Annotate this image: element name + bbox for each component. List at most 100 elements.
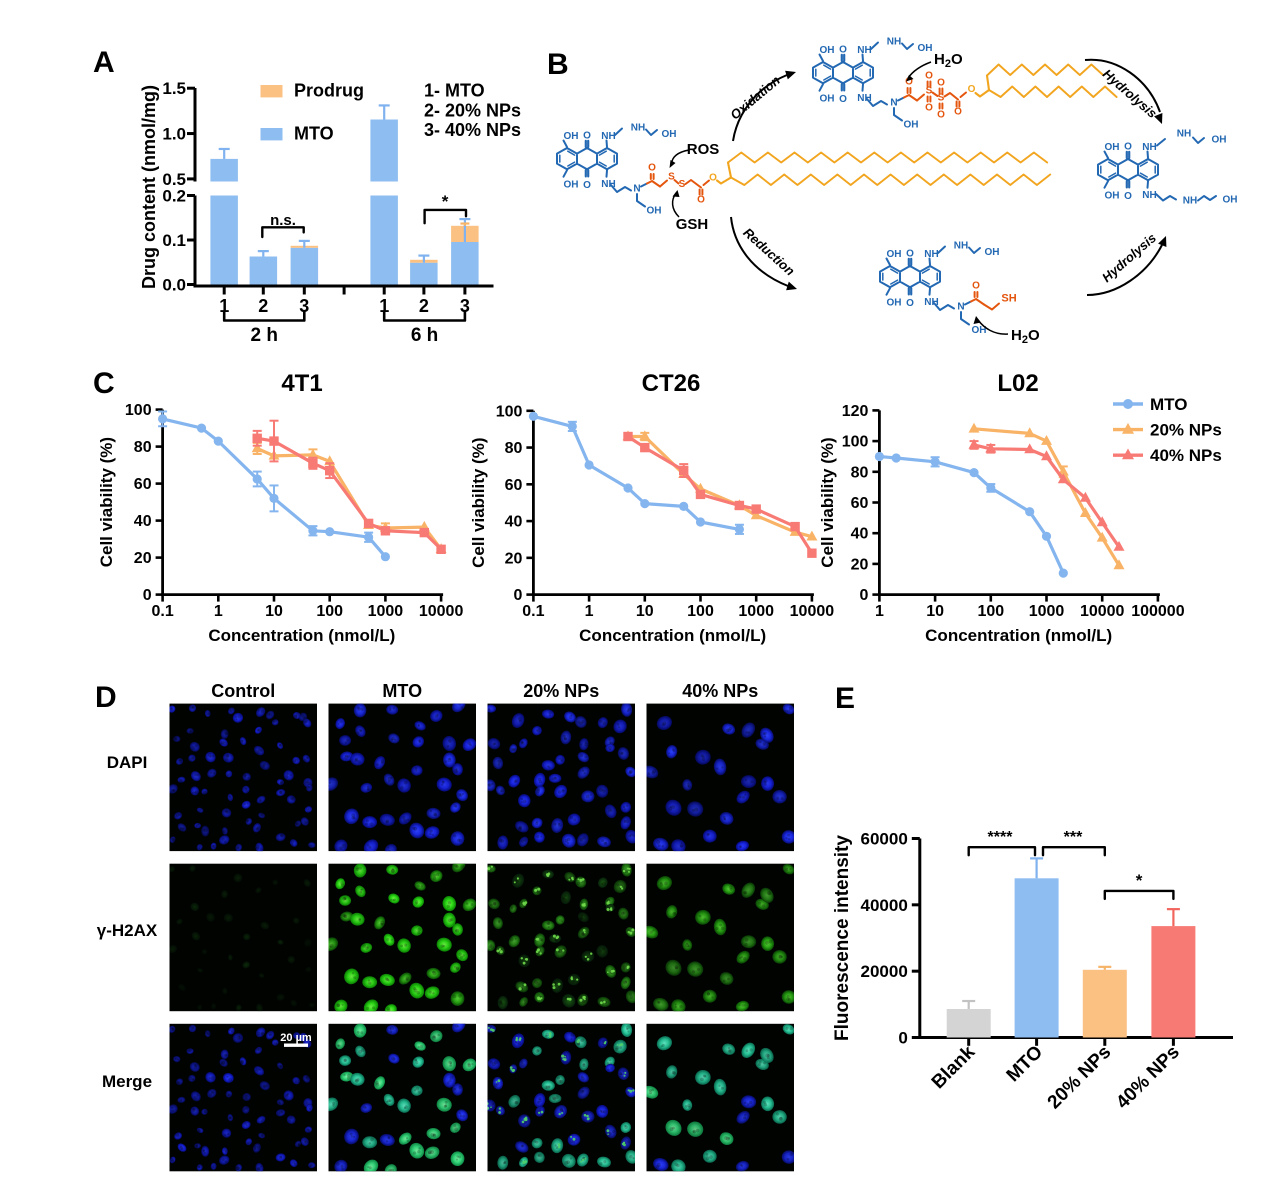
svg-text:Drug content (nmol/mg): Drug content (nmol/mg)	[139, 85, 159, 289]
svg-text:2: 2	[258, 296, 268, 316]
svg-text:OH: OH	[1105, 142, 1120, 153]
svg-text:1: 1	[219, 296, 229, 316]
svg-text:OH: OH	[1212, 135, 1227, 146]
svg-text:40: 40	[505, 514, 523, 531]
svg-text:γ-H2AX: γ-H2AX	[97, 921, 158, 940]
svg-text:O: O	[1124, 191, 1132, 202]
svg-text:H2O: H2O	[934, 51, 963, 70]
svg-text:Hydrolysis: Hydrolysis	[1099, 230, 1159, 285]
svg-text:20% NPs: 20% NPs	[523, 681, 599, 701]
svg-text:4T1: 4T1	[281, 370, 322, 397]
svg-text:20000: 20000	[861, 962, 908, 981]
svg-text:NH: NH	[1142, 142, 1156, 153]
svg-text:Prodrug: Prodrug	[294, 81, 364, 101]
svg-text:10000: 10000	[419, 603, 464, 620]
svg-text:40: 40	[134, 513, 152, 530]
svg-text:40: 40	[851, 526, 869, 543]
svg-text:1: 1	[214, 603, 223, 620]
svg-text:Cell viability (%): Cell viability (%)	[97, 437, 116, 567]
svg-text:80: 80	[134, 439, 152, 456]
svg-text:O: O	[839, 45, 847, 56]
svg-text:1- MTO: 1- MTO	[424, 81, 485, 101]
svg-text:OH: OH	[972, 325, 987, 336]
svg-text:O: O	[954, 107, 962, 118]
svg-text:Control: Control	[211, 681, 275, 701]
svg-text:3: 3	[460, 296, 470, 316]
svg-text:0.1: 0.1	[162, 231, 186, 250]
svg-text:10: 10	[926, 603, 944, 620]
svg-text:2 h: 2 h	[251, 325, 278, 346]
svg-text:S: S	[938, 93, 945, 104]
svg-text:0: 0	[513, 587, 522, 604]
svg-text:GSH: GSH	[676, 216, 709, 233]
svg-text:OH: OH	[1223, 195, 1238, 206]
svg-text:6 h: 6 h	[411, 325, 438, 346]
svg-text:A: A	[93, 46, 115, 79]
svg-text:ROS: ROS	[687, 141, 720, 158]
svg-text:10000: 10000	[790, 603, 835, 620]
svg-text:100: 100	[687, 603, 714, 620]
svg-text:10: 10	[265, 603, 283, 620]
svg-text:1: 1	[585, 603, 594, 620]
svg-text:MTO: MTO	[1003, 1042, 1047, 1086]
svg-text:NH: NH	[857, 93, 871, 104]
svg-text:N: N	[633, 184, 640, 195]
svg-text:Cell viability (%): Cell viability (%)	[469, 438, 488, 568]
svg-text:OH: OH	[564, 131, 579, 142]
svg-text:20 µm: 20 µm	[280, 1032, 312, 1044]
svg-text:2- 20% NPs: 2- 20% NPs	[424, 101, 521, 121]
svg-text:CT26: CT26	[642, 370, 701, 397]
svg-text:1: 1	[875, 603, 884, 620]
svg-text:OH: OH	[904, 120, 919, 131]
svg-text:SH: SH	[1001, 293, 1016, 305]
svg-text:O: O	[583, 131, 591, 142]
svg-text:Concentration (nmol/L): Concentration (nmol/L)	[208, 626, 395, 645]
svg-text:*: *	[1136, 871, 1143, 890]
svg-text:NH: NH	[1177, 129, 1191, 140]
svg-text:20% NPs: 20% NPs	[1150, 421, 1222, 440]
svg-text:O: O	[583, 180, 591, 191]
svg-text:NH: NH	[954, 241, 968, 252]
svg-text:O: O	[968, 84, 976, 95]
svg-text:40% NPs: 40% NPs	[1150, 446, 1222, 465]
svg-text:80: 80	[851, 464, 869, 481]
svg-text:0: 0	[143, 587, 152, 604]
svg-text:3- 40% NPs: 3- 40% NPs	[424, 120, 521, 140]
svg-text:S: S	[668, 172, 675, 183]
svg-text:NH: NH	[887, 37, 901, 48]
svg-text:60: 60	[505, 477, 523, 494]
svg-text:80: 80	[505, 440, 523, 457]
svg-text:OH: OH	[985, 247, 1000, 258]
svg-text:DAPI: DAPI	[107, 753, 148, 772]
svg-text:Blank: Blank	[928, 1041, 980, 1093]
svg-text:20: 20	[851, 556, 869, 573]
svg-text:40000: 40000	[861, 896, 908, 915]
svg-text:100: 100	[977, 603, 1004, 620]
svg-text:O: O	[905, 77, 913, 88]
svg-text:1.0: 1.0	[162, 125, 186, 144]
svg-text:D: D	[95, 681, 117, 714]
svg-text:40% NPs: 40% NPs	[1112, 1042, 1184, 1114]
svg-text:O: O	[906, 298, 914, 309]
svg-text:MTO: MTO	[294, 124, 334, 144]
svg-text:L02: L02	[997, 370, 1038, 397]
svg-text:Concentration (nmol/L): Concentration (nmol/L)	[579, 626, 766, 645]
svg-text:NH: NH	[631, 123, 645, 134]
svg-text:S: S	[679, 179, 686, 190]
svg-text:O: O	[925, 71, 933, 82]
svg-text:60000: 60000	[861, 830, 908, 849]
svg-text:*: *	[442, 192, 449, 211]
svg-text:OH: OH	[662, 129, 677, 140]
svg-text:MTO: MTO	[1150, 395, 1187, 414]
svg-text:E: E	[835, 682, 855, 715]
svg-text:10: 10	[636, 603, 654, 620]
svg-text:100: 100	[125, 402, 152, 419]
svg-text:0: 0	[859, 587, 868, 604]
svg-text:O: O	[839, 94, 847, 105]
svg-text:1: 1	[379, 296, 389, 316]
svg-text:100000: 100000	[1131, 603, 1184, 620]
svg-text:0.5: 0.5	[162, 170, 186, 189]
svg-text:C: C	[93, 367, 115, 400]
svg-text:OH: OH	[820, 45, 835, 56]
svg-text:120: 120	[842, 403, 869, 420]
